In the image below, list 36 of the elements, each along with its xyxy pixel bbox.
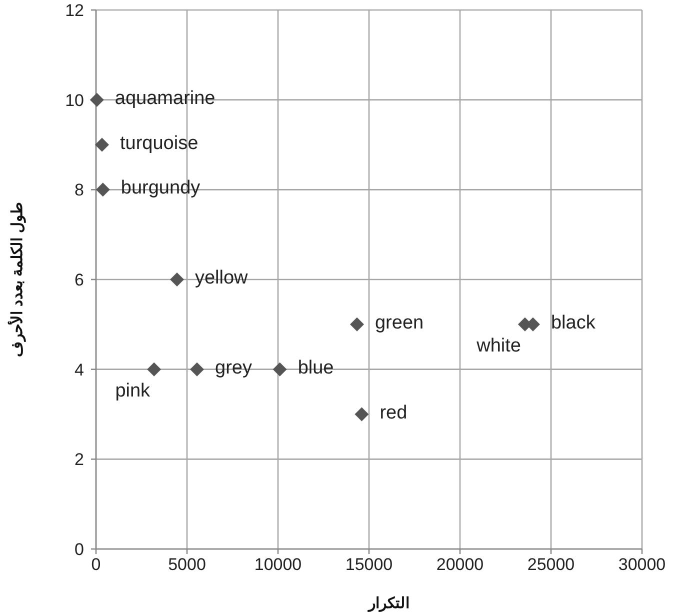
annotation: red: [380, 402, 408, 424]
annotation: aquamarine: [114, 88, 216, 109]
point: [272, 362, 287, 376]
point: [170, 272, 184, 286]
y-tick-label: 10: [65, 90, 84, 110]
point: [147, 362, 162, 376]
annotation: grey: [215, 357, 252, 378]
x-tick-label: 0: [91, 555, 101, 574]
annotation: turquoise: [120, 132, 198, 154]
x-tick-label: 25000: [527, 555, 575, 574]
point: [96, 182, 110, 197]
annotation: white: [476, 335, 521, 356]
annotation: black: [550, 312, 596, 334]
y-tick-label: 4: [74, 360, 84, 380]
annotation: burgundy: [120, 178, 201, 199]
x-tick-label: 5000: [168, 555, 206, 574]
y-tick-label: 8: [74, 180, 84, 200]
point: [190, 362, 204, 376]
x-tick-label: 20000: [436, 555, 484, 574]
x-tick-label: 15000: [345, 555, 393, 574]
point: [95, 138, 110, 152]
annotation: yellow: [194, 268, 248, 288]
x-tick-label: 30000: [618, 555, 666, 574]
y-axis-title: طول الكلمة بعدد الأحرف: [7, 202, 26, 357]
point: [354, 407, 369, 422]
annotation: green: [374, 312, 424, 334]
y-tick-label: 12: [65, 1, 84, 20]
x-tick-label: 10000: [254, 555, 302, 574]
x-axis-title: التكرار: [368, 595, 410, 612]
point: [350, 317, 364, 332]
y-tick-label: 6: [74, 270, 84, 290]
y-tick-label: 0: [74, 540, 84, 559]
point: [90, 92, 104, 107]
y-tick-label: 2: [74, 450, 84, 470]
annotation: pink: [115, 380, 151, 402]
annotation: blue: [298, 357, 334, 378]
